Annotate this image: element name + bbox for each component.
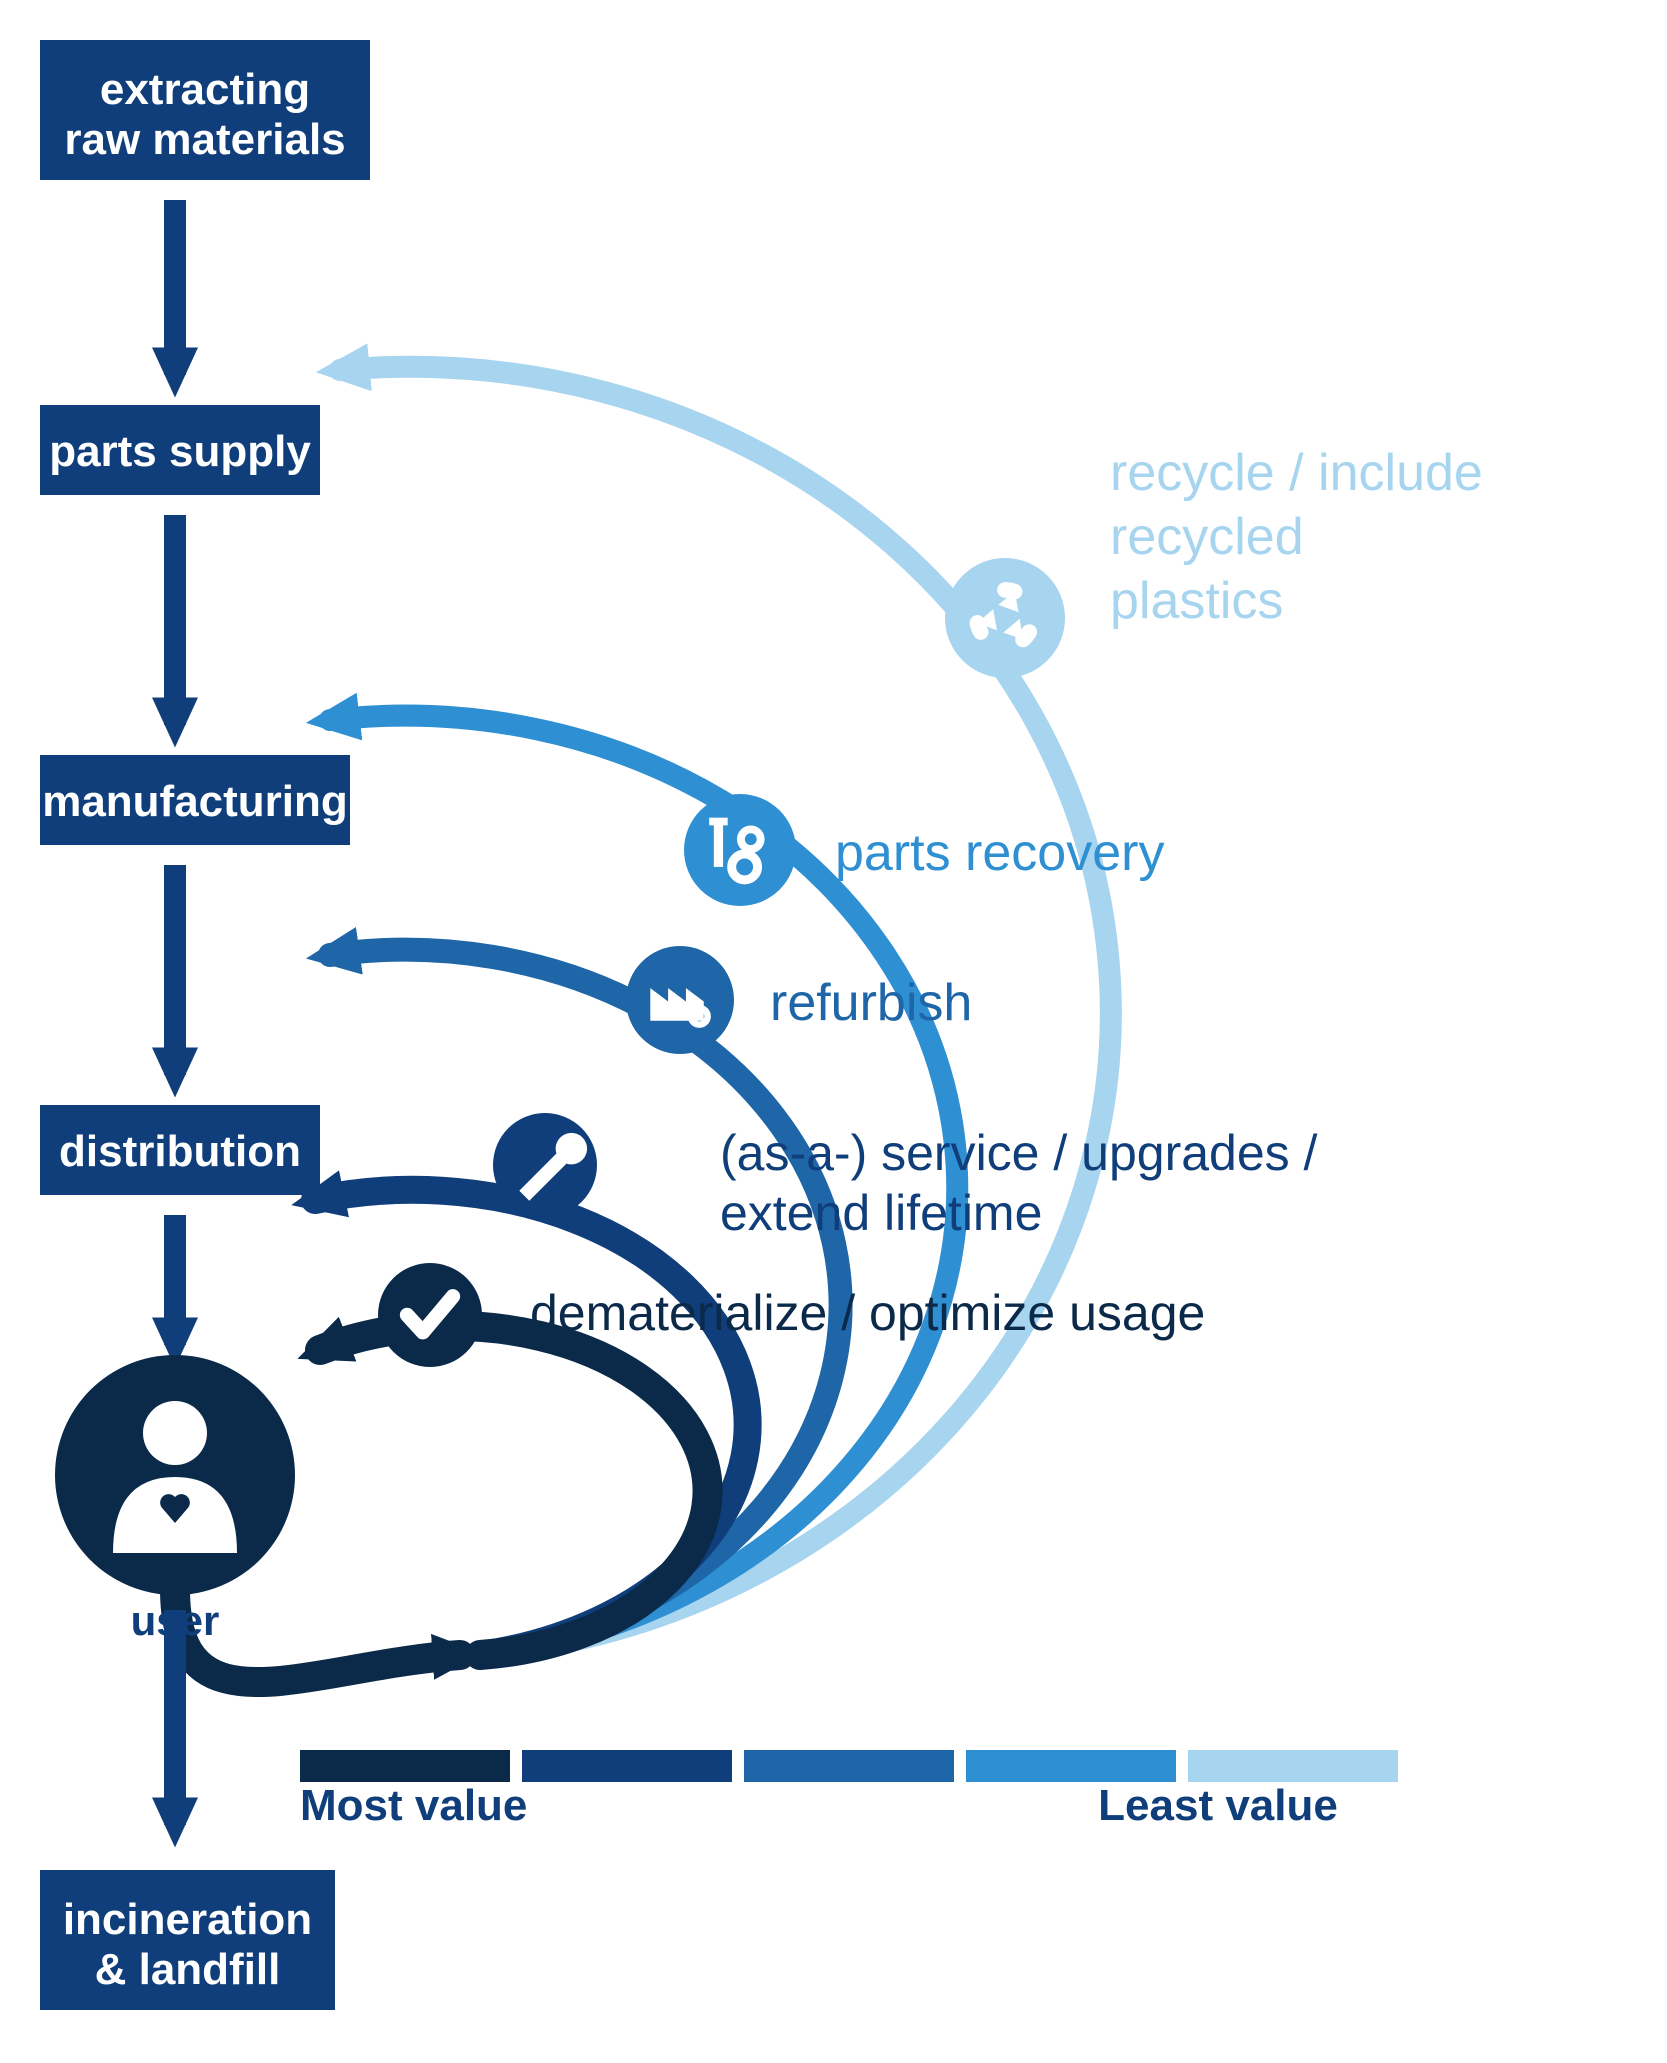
loop-parts_recovery-icon (684, 794, 796, 906)
legend-seg-1 (522, 1750, 732, 1782)
circular-economy-diagram: extractingraw materials parts supply manuf… (0, 0, 1667, 2063)
loop-recycle-icon (945, 558, 1065, 678)
stage-end-label2: & landfill (95, 1945, 281, 1994)
loop-parts_recovery-label-0: parts recovery (835, 824, 1164, 882)
stage-extract-label2: raw materials (64, 115, 345, 164)
stage-end-label1: incineration (63, 1895, 312, 1944)
stage-mfg: manufacturing (40, 755, 350, 845)
loop-recycle-label-1: recycled (1110, 508, 1304, 566)
loop-service-icon (493, 1113, 597, 1217)
stage-parts-label1: parts supply (49, 427, 311, 476)
loop-refurbish-icon (626, 946, 734, 1054)
loop-recycle-label-2: plastics (1110, 572, 1283, 630)
stage-extract: extractingraw materials (40, 40, 370, 180)
stage-mfg-label1: manufacturing (42, 777, 348, 826)
loop-refurbish-label-0: refurbish (770, 974, 972, 1032)
stage-extract-label1: extracting (100, 65, 310, 114)
stage-parts: parts supply (40, 405, 320, 495)
loop-service-label-1: extend lifetime (720, 1185, 1042, 1241)
stage-dist: distribution (40, 1105, 320, 1195)
legend-seg-2 (744, 1750, 954, 1782)
legend-seg-0 (300, 1750, 510, 1782)
loop-recycle-label-0: recycle / include (1110, 444, 1483, 502)
loop-demat (320, 1326, 708, 1655)
legend-seg-4 (1188, 1750, 1398, 1782)
loop-service-label-0: (as-a-) service / upgrades / (720, 1125, 1318, 1181)
legend-right-label: Least value (1098, 1781, 1338, 1830)
user-node: user (55, 1355, 295, 1644)
loop-demat-label-0: dematerialize / optimize usage (530, 1285, 1205, 1341)
legend-seg-3 (966, 1750, 1176, 1782)
legend-left-label: Most value (300, 1781, 527, 1830)
loop-demat-icon (378, 1263, 482, 1367)
stage-dist-label1: distribution (59, 1127, 301, 1176)
user-label: user (131, 1597, 220, 1644)
stage-end: incineration& landfill (40, 1870, 335, 2010)
value-legend: Most value Least value (300, 1750, 1398, 1830)
